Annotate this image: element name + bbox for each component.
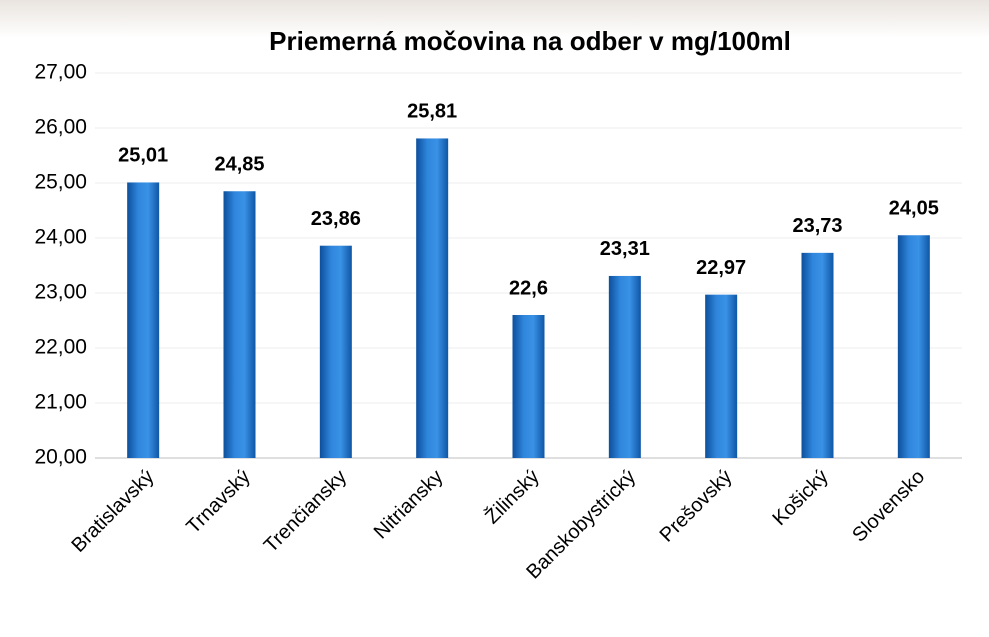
y-tick-label: 21,00 xyxy=(34,391,87,414)
value-label: 22,97 xyxy=(696,257,746,279)
value-label: 24,05 xyxy=(889,198,939,220)
bar xyxy=(897,235,930,458)
bar xyxy=(608,275,641,458)
y-tick-label: 25,00 xyxy=(34,171,87,194)
value-label: 23,31 xyxy=(600,238,650,260)
y-tick-label: 24,00 xyxy=(34,226,87,249)
bar xyxy=(127,182,160,458)
bar xyxy=(319,245,352,458)
y-tick-label: 20,00 xyxy=(34,446,87,469)
value-label: 23,73 xyxy=(792,215,842,237)
y-tick-label: 23,00 xyxy=(34,281,87,304)
value-label: 24,85 xyxy=(214,154,264,176)
y-tick-label: 27,00 xyxy=(34,61,87,84)
bar xyxy=(223,191,256,458)
bar xyxy=(705,294,738,458)
chart-title: Priemerná močovina na odber v mg/100ml xyxy=(269,26,791,56)
bar xyxy=(416,138,449,458)
value-label: 25,01 xyxy=(118,145,168,167)
y-tick-label: 26,00 xyxy=(34,116,87,139)
bar xyxy=(512,315,545,458)
bar xyxy=(801,252,834,458)
y-tick-label: 22,00 xyxy=(34,336,87,359)
value-label: 25,81 xyxy=(407,101,457,123)
value-label: 22,6 xyxy=(509,277,548,299)
value-label: 23,86 xyxy=(311,208,361,230)
